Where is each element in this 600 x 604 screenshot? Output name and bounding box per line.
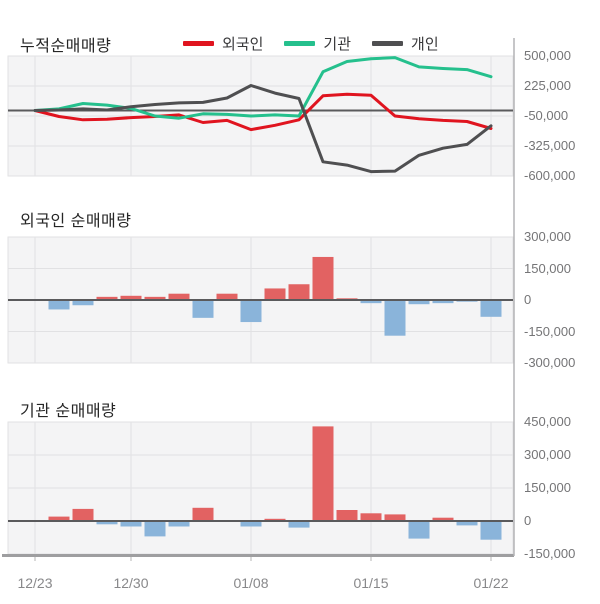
foreigner-bar <box>240 300 262 323</box>
institution-bar <box>408 521 430 539</box>
foreigner-bar <box>120 295 142 300</box>
y-axis-label: 450,000 <box>524 414 571 429</box>
y-axis-label: 300,000 <box>524 447 571 462</box>
x-axis-label: 12/23 <box>17 575 53 591</box>
institution-bar <box>360 513 382 521</box>
panel-title-cumulative: 누적순매매량 <box>20 38 112 55</box>
legend: 외국인 기관 개인 <box>183 33 439 54</box>
foreigner-bar <box>360 300 382 304</box>
institution-bar <box>480 521 502 540</box>
foreigner-bar <box>312 256 334 300</box>
y-axis-label: 0 <box>524 513 532 528</box>
foreigner-bar <box>408 300 430 305</box>
panel-title-institution: 기관 순매매량 <box>20 403 117 420</box>
y-axis-label: 150,000 <box>524 260 571 276</box>
chart-panel-2 <box>7 421 514 555</box>
chart-panel-1 <box>7 236 514 364</box>
institution-bar <box>240 521 262 527</box>
y-axis-label: 225,000 <box>524 78 571 93</box>
foreigner-line-swatch-icon <box>183 41 214 46</box>
foreigner-bar <box>288 284 310 300</box>
y-axis-label: -600,000 <box>524 168 576 183</box>
institution-bar <box>168 521 190 527</box>
legend-item-institution: 기관 <box>284 33 351 54</box>
institution-bar <box>120 521 142 527</box>
foreigner-bar <box>384 300 406 336</box>
institution-bar <box>432 517 454 521</box>
legend-item-foreigner: 외국인 <box>183 33 263 54</box>
x-axis-label: 01/22 <box>473 575 509 591</box>
foreigner-bar <box>96 296 118 300</box>
legend-item-individual: 개인 <box>372 33 439 54</box>
y-axis-label: -300,000 <box>524 355 576 370</box>
y-axis-label: -150,000 <box>524 323 576 339</box>
x-axis-label: 12/30 <box>113 575 149 591</box>
institution-bar <box>48 516 70 521</box>
institution-bar <box>288 521 310 528</box>
y-axis-label: -150,000 <box>524 546 576 561</box>
y-axis-label: -50,000 <box>524 108 569 123</box>
legend-label-individual: 개인 <box>411 36 439 53</box>
y-axis-label: 300,000 <box>524 229 571 244</box>
cumulative-line-institution <box>33 56 493 120</box>
institution-bar <box>192 507 214 521</box>
panel-title-foreigner: 외국인 순매매량 <box>20 213 132 230</box>
institution-bar <box>456 521 478 526</box>
y-axis-label: -325,000 <box>524 138 576 153</box>
institution-bar <box>384 514 406 521</box>
foreigner-bar <box>432 300 454 304</box>
institution-bar <box>72 508 94 521</box>
legend-label-institution: 기관 <box>323 36 352 53</box>
institution-bar <box>312 426 334 521</box>
chart-panel-0 <box>7 55 514 177</box>
institution-line-swatch-icon <box>284 41 316 46</box>
foreigner-bar <box>264 288 286 300</box>
cumulative-line-foreigner <box>33 92 493 132</box>
y-axis-label: 150,000 <box>524 480 571 495</box>
foreigner-bar <box>216 293 238 300</box>
institution-bar <box>96 521 118 525</box>
foreigner-bar <box>144 296 166 300</box>
foreigner-bar <box>72 300 94 306</box>
foreigner-bar <box>480 300 502 317</box>
institution-bar <box>144 521 166 537</box>
cumulative-line-individual <box>33 84 493 174</box>
legend-label-foreigner: 외국인 <box>222 36 264 53</box>
foreigner-bar <box>168 293 190 300</box>
y-axis-label: 0 <box>524 292 532 307</box>
x-axis-label: 01/08 <box>233 575 269 591</box>
individual-line-swatch-icon <box>372 41 404 46</box>
institution-bar <box>264 518 286 521</box>
y-axis-label: 500,000 <box>524 48 571 63</box>
foreigner-bar <box>192 300 214 318</box>
institution-bar <box>336 510 358 521</box>
foreigner-bar <box>48 300 70 310</box>
x-axis-label: 01/15 <box>353 575 389 591</box>
